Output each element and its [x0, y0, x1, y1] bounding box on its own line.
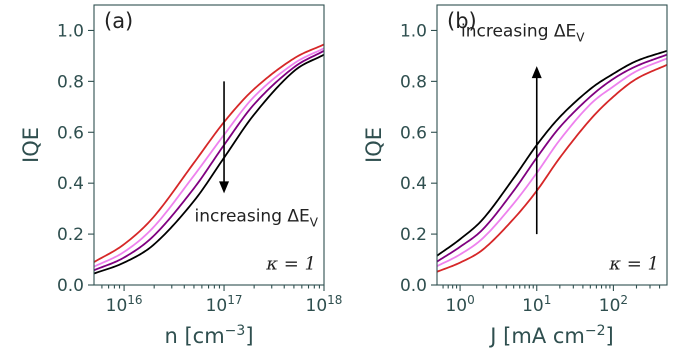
series-line-3 [437, 63, 667, 273]
x-tick-label: 1018 [306, 293, 343, 316]
x-tick-label: 101 [522, 293, 551, 316]
plot-frame [93, 4, 325, 286]
series-line-0 [94, 43, 324, 263]
x-tick-label: 1017 [206, 293, 243, 316]
y-axis-label: IQE [362, 127, 386, 163]
kappa-label: κ = 1 [608, 254, 659, 275]
y-tick-label: 0.2 [400, 225, 427, 245]
y-tick-label: 1.0 [400, 21, 427, 41]
y-tick-label: 0.8 [57, 72, 84, 92]
y-tick-label: 0.0 [57, 276, 84, 296]
series-line-2 [437, 57, 667, 267]
series-line-3 [94, 53, 324, 275]
y-axis-label: IQE [19, 127, 43, 163]
panel-label: (b) [447, 9, 477, 33]
x-tick-label: 1016 [106, 293, 143, 316]
x-tick-label: 100 [445, 293, 474, 316]
series-line-2 [94, 50, 324, 272]
y-tick-label: 0.6 [57, 123, 84, 143]
panel-b: 0.0 0.2 0.4 0.6 0.8 1.0 100 101 102 J [mA cm−2] IQ… [362, 4, 668, 348]
x-axis-label: J [mA cm−2] [488, 323, 613, 348]
annotation-text: increasing ΔEV [461, 21, 585, 44]
panel-a: 0.0 0.2 0.4 0.6 0.8 1.0 1016 1017 1018 n [cm−3] IQ… [19, 4, 343, 348]
y-tick-label: 0.4 [400, 174, 427, 194]
series-line-0 [437, 49, 667, 257]
y-tick-label: 1.0 [57, 21, 84, 41]
series-group [94, 43, 324, 275]
y-tick-label: 0.8 [400, 72, 427, 92]
series-group [437, 49, 667, 273]
series-line-1 [94, 47, 324, 268]
y-tick-label: 0.4 [57, 174, 84, 194]
plot-frame [436, 4, 668, 286]
x-axis-label: n [cm−3] [164, 323, 253, 348]
kappa-label: κ = 1 [265, 254, 316, 275]
y-tick-label: 0.6 [400, 123, 427, 143]
y-tick-label: 0.2 [57, 225, 84, 245]
series-line-1 [437, 53, 667, 263]
annotation-text: increasing ΔEV [195, 206, 319, 229]
x-tick-label: 102 [599, 293, 628, 316]
arrow-head [219, 181, 230, 194]
panel-label: (a) [104, 9, 133, 33]
y-tick-label: 0.0 [400, 276, 427, 296]
arrow-head [531, 66, 542, 79]
